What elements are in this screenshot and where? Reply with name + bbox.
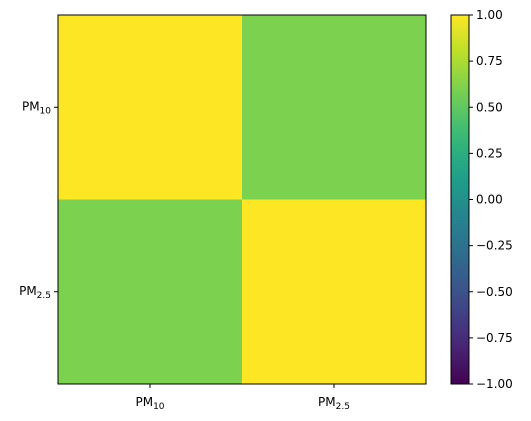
colorbar-tick-label: 0.50 bbox=[476, 100, 503, 114]
heatmap-cell bbox=[242, 199, 427, 385]
colorbar-tick-label: −0.25 bbox=[476, 239, 513, 253]
heatmap-cell bbox=[58, 15, 243, 200]
colorbar-tick-label: 0.25 bbox=[476, 146, 503, 160]
colorbar-tick-label: −1.00 bbox=[476, 377, 513, 391]
x-tick-label: PM10 bbox=[135, 395, 164, 412]
x-tick-label: PM2.5 bbox=[318, 395, 350, 412]
colorbar-tick-label: 0.00 bbox=[476, 193, 503, 207]
colorbar-tick-label: 1.00 bbox=[476, 8, 503, 22]
heatmap-cell bbox=[58, 199, 243, 385]
x-axis-ticks: PM10 PM2.5 bbox=[135, 384, 350, 412]
y-tick-label: PM2.5 bbox=[19, 284, 51, 301]
plot-frame bbox=[57, 14, 427, 385]
colorbar-ticks: 1.00 0.75 0.50 0.25 0.00 −0.25 −0.50 −0.75 −1.00 bbox=[469, 8, 513, 391]
y-axis-ticks: PM10 PM2.5 bbox=[19, 99, 58, 301]
colorbar-tick-label: −0.50 bbox=[476, 285, 513, 299]
y-tick-label: PM10 bbox=[22, 99, 51, 116]
colorbar bbox=[451, 15, 469, 384]
colorbar-tick-label: −0.75 bbox=[476, 331, 513, 345]
heatmap-cell bbox=[242, 15, 427, 200]
heatmap-cells bbox=[58, 15, 427, 385]
colorbar-tick-label: 0.75 bbox=[476, 54, 503, 68]
